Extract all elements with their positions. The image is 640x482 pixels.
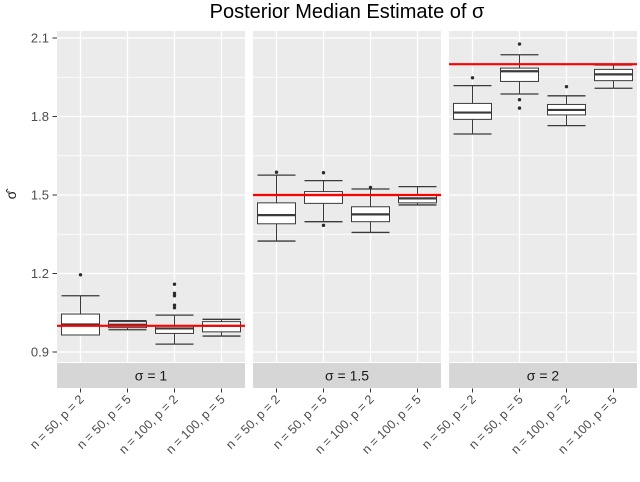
facet-strip-label: σ = 1.5 — [325, 368, 369, 384]
outlier-point — [368, 185, 373, 190]
outlier-point — [564, 84, 569, 89]
outlier-point — [172, 306, 177, 310]
outlier-point — [470, 76, 475, 80]
outlier-point — [172, 303, 177, 307]
box — [500, 67, 539, 82]
facet-strip-label: σ = 1 — [135, 368, 168, 384]
facet-strip — [449, 363, 637, 388]
facet-strip — [57, 363, 245, 388]
y-tick-label: 2.1 — [31, 31, 49, 46]
y-tick-label: 1.8 — [31, 109, 49, 124]
y-tick-label: 1.5 — [31, 188, 49, 203]
box — [155, 325, 194, 334]
outlier-point — [172, 282, 177, 286]
facet-strip-label: σ = 2 — [527, 368, 560, 384]
facet-strip — [253, 363, 441, 388]
box — [304, 191, 343, 204]
panel-bg — [57, 31, 245, 362]
y-tick-label: 1.2 — [31, 266, 49, 281]
outlier-point — [172, 291, 177, 296]
outlier-point — [321, 223, 326, 228]
box — [453, 102, 492, 120]
outlier-point — [78, 273, 83, 277]
outlier-point — [274, 170, 279, 174]
outlier-point — [517, 98, 522, 102]
chart-title: Posterior Median Estimate of σ — [209, 1, 485, 23]
outlier-point — [321, 171, 326, 175]
outlier-point — [172, 294, 177, 298]
box — [257, 202, 296, 225]
outlier-point — [517, 42, 522, 46]
y-axis-title: σ̂ — [3, 188, 19, 200]
outlier-point — [517, 106, 522, 110]
y-tick-label: 0.9 — [31, 345, 49, 360]
